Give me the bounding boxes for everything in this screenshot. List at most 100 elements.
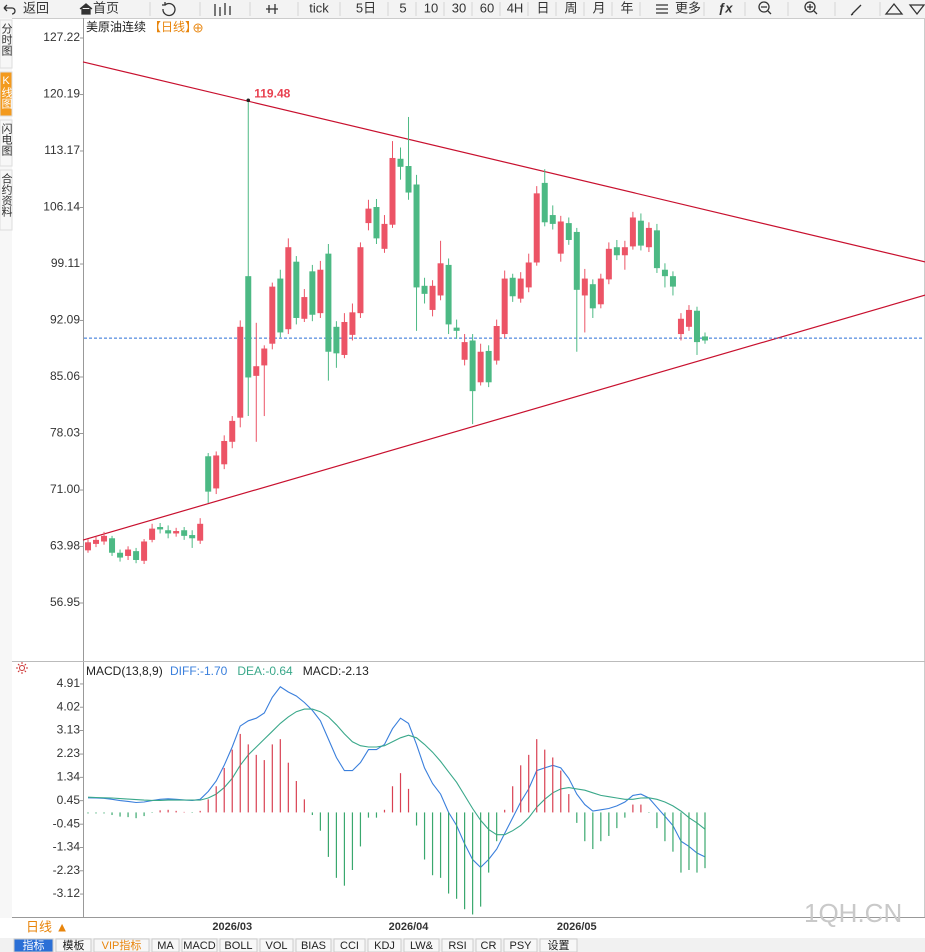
side-tab-bg xyxy=(0,119,13,167)
indicator-tab[interactable]: BOLL xyxy=(224,940,252,952)
indicator-tab[interactable]: BIAS xyxy=(301,940,326,952)
candle-body xyxy=(389,157,396,225)
side-tab-bg xyxy=(0,19,13,69)
candle-body xyxy=(669,276,676,287)
candle-body xyxy=(702,336,708,341)
toolbar-button[interactable]: tick xyxy=(309,0,329,15)
candle-body xyxy=(317,269,324,314)
indicator-tab[interactable]: 指标 xyxy=(23,938,45,952)
macd-readout: DEA:-0.64 xyxy=(237,664,293,678)
indicator-tab[interactable]: VIP指标 xyxy=(102,938,142,952)
candle-body xyxy=(357,247,364,314)
indicator-tab[interactable]: CCI xyxy=(340,940,359,952)
side-tab[interactable]: 闪电图 xyxy=(0,122,13,157)
period-selector[interactable]: 日线 ▲ xyxy=(26,919,68,934)
candle-body xyxy=(165,530,172,534)
candle-body xyxy=(365,208,372,224)
candle-body xyxy=(333,326,340,354)
toolbar-button[interactable]: 首页 xyxy=(93,0,119,15)
watermark: 1QH.CN xyxy=(804,898,902,928)
candle-body xyxy=(629,217,636,247)
indicator-tab[interactable]: RSI xyxy=(448,940,466,952)
candle-body xyxy=(349,312,356,335)
toolbar-button[interactable]: 年 xyxy=(620,0,633,15)
candle-body xyxy=(85,542,91,551)
y-tick-label: 0.45 xyxy=(57,793,81,807)
candle-body xyxy=(141,541,148,561)
annotation-dot xyxy=(246,98,251,103)
candle-body xyxy=(277,278,284,333)
indicator-tab-bg xyxy=(295,938,332,952)
candle-body xyxy=(205,456,212,492)
candle-body xyxy=(525,262,532,288)
macd-title: MACD(13,8,9) xyxy=(86,664,163,678)
side-tab[interactable]: K线图 xyxy=(0,75,13,110)
macd-readout: MACD:-2.13 xyxy=(303,664,369,678)
indicator-tab[interactable]: 模板 xyxy=(63,938,85,952)
side-tab[interactable]: 合约资料 xyxy=(0,172,13,218)
candle-body xyxy=(229,420,236,442)
candle-body xyxy=(309,271,316,315)
y-tick-label: 4.91 xyxy=(57,676,81,690)
candle-body xyxy=(405,166,412,193)
candle-body xyxy=(437,263,444,296)
candle-body xyxy=(493,326,500,361)
candle-body xyxy=(285,247,292,330)
chart-subtitle: 【日线】 xyxy=(149,20,197,34)
indicator-tab[interactable]: PSY xyxy=(509,940,532,952)
toolbar-button[interactable]: 30 xyxy=(452,0,466,15)
indicator-tab-bg xyxy=(219,938,258,952)
indicator-tab[interactable]: CR xyxy=(481,940,497,952)
y-tick-label: 2.23 xyxy=(57,746,81,760)
candle-body xyxy=(253,366,260,376)
side-tab-bg xyxy=(0,71,13,117)
toolbar-button[interactable]: 返回 xyxy=(23,0,49,15)
toolbar-icons[interactable] xyxy=(3,1,925,17)
macd-readout: DIFF:-1.70 xyxy=(170,664,228,678)
side-tab[interactable]: 分时图 xyxy=(0,23,13,57)
annotation-label: 119.48 xyxy=(254,86,290,100)
toolbar-button[interactable]: 月 xyxy=(592,0,605,15)
toolbar-button[interactable]: 4H xyxy=(507,0,524,15)
side-bg xyxy=(0,18,12,918)
toolbar-button[interactable]: 5 xyxy=(399,0,406,15)
candle-body xyxy=(661,269,668,277)
candle-body xyxy=(581,278,588,296)
candle-body xyxy=(133,551,140,560)
toolbar-button[interactable]: 日 xyxy=(536,0,549,15)
candle-body xyxy=(101,535,108,542)
candle-body xyxy=(509,277,516,297)
toolbar-button[interactable]: 60 xyxy=(480,0,494,15)
candle-body xyxy=(293,261,300,318)
candle-body xyxy=(589,284,596,309)
y-tick-label: 78.03 xyxy=(50,426,80,440)
y-tick-label: 1.34 xyxy=(57,770,81,784)
indicator-tab[interactable]: 设置 xyxy=(548,939,570,952)
indicator-tab-bg xyxy=(403,938,440,952)
chart-title: 美原油连续 xyxy=(86,19,146,34)
candle-body xyxy=(613,247,620,256)
toolbar-button[interactable]: 5日 xyxy=(356,0,376,15)
toolbar-button[interactable]: 周 xyxy=(564,0,577,15)
y-tick-label: 56.95 xyxy=(50,595,80,609)
toolbar-button[interactable]: 10 xyxy=(424,0,438,15)
indicator-tab-bg xyxy=(55,938,92,952)
y-tick-label: 113.17 xyxy=(44,143,80,157)
indicator-tab-bg xyxy=(151,938,180,952)
y-tick-label: -0.45 xyxy=(53,816,81,830)
toolbar-button[interactable]: 更多 xyxy=(675,0,701,15)
candle-body xyxy=(213,455,220,489)
side-tab-bg xyxy=(0,169,13,231)
indicator-tab[interactable]: VOL xyxy=(265,940,287,952)
indicator-tab[interactable]: LW& xyxy=(410,940,434,952)
indicator-tab[interactable]: KDJ xyxy=(374,940,395,952)
indicator-tab[interactable]: MACD xyxy=(183,940,215,952)
fx-icon[interactable]: ƒx xyxy=(718,0,733,15)
trend-line xyxy=(82,61,925,263)
indicator-tab[interactable]: MA xyxy=(157,940,174,952)
y-tick-label: 63.98 xyxy=(50,539,80,553)
candle-body xyxy=(189,535,196,539)
candle-body xyxy=(485,350,492,383)
candle-body xyxy=(453,327,460,331)
